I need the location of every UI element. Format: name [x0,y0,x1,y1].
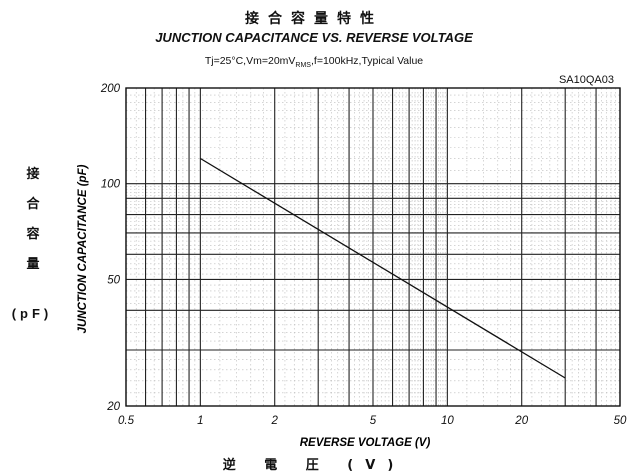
x-tick-label: 1 [197,415,203,427]
x-tick-label: 5 [370,415,377,427]
x-tick-label: 20 [514,415,528,427]
y-axis-label-jp-char: 容 [26,227,40,242]
y-axis-label-jp-char: 合 [26,197,40,212]
part-number: SA10QA03 [558,74,614,86]
y-axis-unit: (pF) [11,306,53,321]
y-tick-label: 20 [106,401,120,413]
y-axis-label-jp: 接 合 容 量 [16,160,50,280]
x-tick-label: 50 [614,415,627,427]
y-tick-label: 50 [107,274,120,286]
test-conditions: Tj=25°C,Vm=20mVRMS,f=100kHz,Typical Valu… [0,55,628,69]
y-tick-label: 100 [101,179,121,191]
x-axis-title: REVERSE VOLTAGE (V) [300,437,431,449]
tick-labels: 0.5 1 2 5 10 20 50 20 50 100 200 [100,83,627,427]
capacitance-curve [200,157,566,379]
chart-title-jp: 接合容量特性 [245,11,383,27]
conditions-suffix: ,f=100kHz,Typical Value [310,55,424,67]
chart-title: JUNCTION CAPACITANCE VS. REVERSE VOLTAGE [155,30,473,45]
series-layer [200,157,566,379]
plot-frame [125,87,621,407]
y-axis-title: JUNCTION CAPACITANCE (pF) [77,164,89,333]
conditions-subscript: RMS [295,62,311,70]
x-tick-label: 0.5 [118,415,135,427]
x-tick-label: 10 [441,415,454,427]
conditions-prefix: Tj=25°C,Vm=20mV [204,55,296,67]
minor-grid [126,88,620,406]
y-tick-label: 200 [100,83,121,95]
x-tick-label: 2 [271,415,279,427]
y-axis-label-jp-char: 量 [26,257,40,272]
major-grid [125,87,621,407]
x-axis-label-jp: 逆 電 圧 (V) [222,458,406,473]
y-axis-label-jp-char: 接 [26,167,40,182]
